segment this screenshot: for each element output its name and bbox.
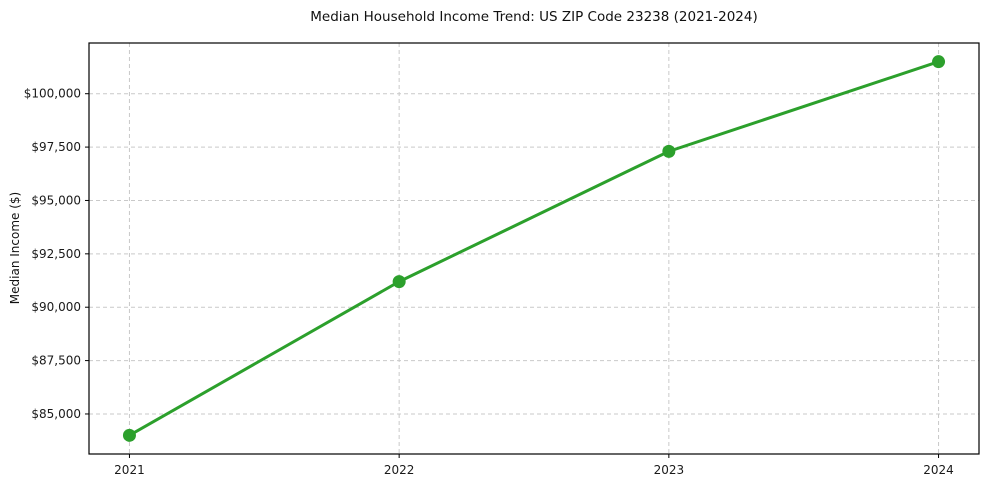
x-tick-label: 2022 bbox=[384, 463, 415, 477]
y-axis-label: Median Income ($) bbox=[8, 191, 22, 305]
y-tick-label: $92,500 bbox=[31, 247, 81, 261]
y-tick-label: $97,500 bbox=[31, 140, 81, 154]
x-tick-label: 2021 bbox=[114, 463, 145, 477]
y-tick-label: $95,000 bbox=[31, 193, 81, 207]
data-point bbox=[662, 144, 676, 158]
chart-title: Median Household Income Trend: US ZIP Co… bbox=[310, 9, 758, 25]
y-tick-label: $85,000 bbox=[31, 407, 81, 421]
income-trend-line bbox=[127, 60, 941, 437]
x-tick-label: 2024 bbox=[923, 463, 954, 477]
y-tick-label: $100,000 bbox=[24, 87, 81, 101]
data-point bbox=[392, 275, 406, 289]
data-point bbox=[122, 428, 136, 442]
plot-border bbox=[88, 42, 980, 455]
y-tick-label: $87,500 bbox=[31, 354, 81, 368]
y-tick-label: $90,000 bbox=[31, 300, 81, 314]
x-tick-label: 2023 bbox=[654, 463, 685, 477]
data-point bbox=[932, 55, 946, 69]
